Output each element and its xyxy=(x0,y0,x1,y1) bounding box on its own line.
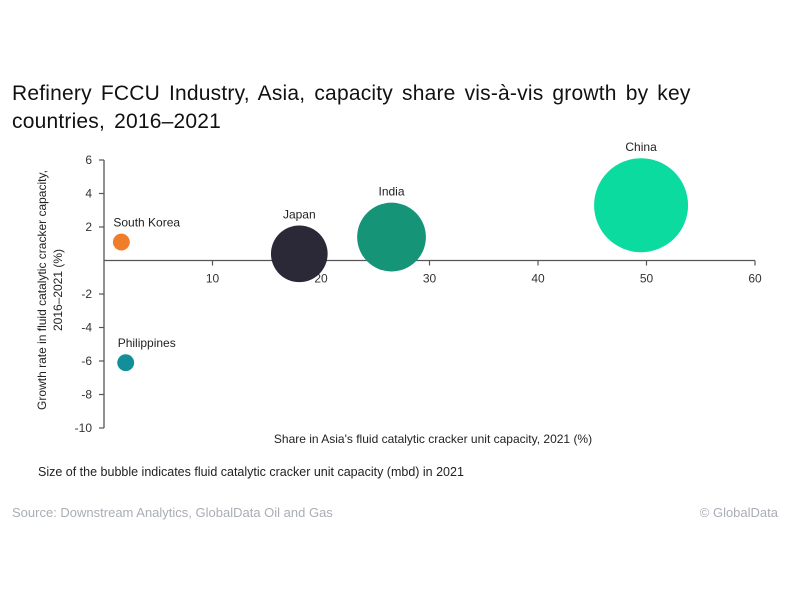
y-tick-label: -10 xyxy=(75,421,93,435)
y-tick-label: 2 xyxy=(85,220,92,234)
y-axis-title-line-2: 2016–2021 (%) xyxy=(51,249,65,331)
source-text: Source: Downstream Analytics, GlobalData… xyxy=(12,505,333,520)
bubble-size-note: Size of the bubble indicates fluid catal… xyxy=(38,465,464,479)
bubble-china xyxy=(594,158,689,253)
bubble-philippines xyxy=(117,354,135,372)
bubble-label-philippines: Philippines xyxy=(118,336,176,350)
bubble-label-india: India xyxy=(379,185,405,199)
bubbles: South Korea Philippines Japan India China xyxy=(112,140,689,372)
bubble-label-south-korea: South Korea xyxy=(113,216,180,230)
x-tick-label: 60 xyxy=(748,272,762,286)
bubble-india xyxy=(357,202,426,272)
y-tick-label: -2 xyxy=(81,287,92,301)
x-tick-label: 30 xyxy=(423,272,437,286)
y-tick-label: 6 xyxy=(85,153,92,167)
y-tick-label: -6 xyxy=(81,354,92,368)
y-tick-label: -4 xyxy=(81,321,92,335)
bubble-label-japan: Japan xyxy=(283,207,316,221)
bubble-label-china: China xyxy=(625,140,657,154)
x-tick-label: 50 xyxy=(640,272,654,286)
y-axis-title-line-1: Growth rate in fluid catalytic cracker c… xyxy=(35,170,49,410)
x-axis-title: Share in Asia's fluid catalytic cracker … xyxy=(274,432,592,446)
chart-title: Refinery FCCU Industry, Asia, capacity s… xyxy=(12,82,691,133)
bubble-south-korea xyxy=(112,233,130,251)
bubble-japan xyxy=(270,225,328,283)
x-tick-label: 40 xyxy=(531,272,545,286)
y-tick-label: -8 xyxy=(81,388,92,402)
y-tick-label: 4 xyxy=(85,187,92,201)
y-axis-title: Growth rate in fluid catalytic cracker c… xyxy=(35,170,65,410)
x-tick-label: 10 xyxy=(206,272,220,286)
copyright-text: © GlobalData xyxy=(699,505,778,520)
